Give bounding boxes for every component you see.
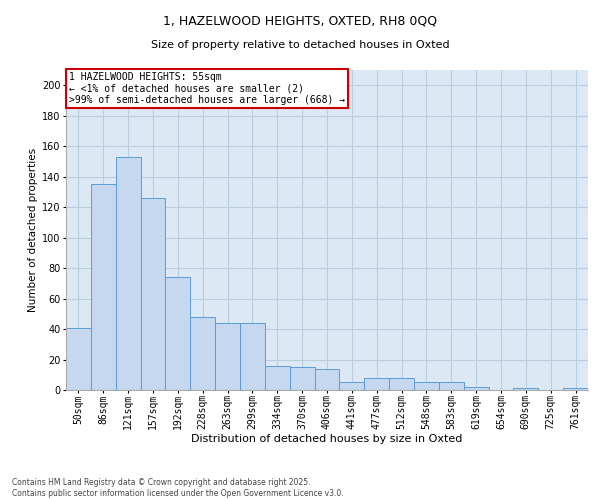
Bar bbox=[116, 157, 140, 390]
Bar bbox=[563, 388, 588, 390]
Bar bbox=[414, 382, 439, 390]
Bar bbox=[240, 323, 265, 390]
Bar bbox=[166, 277, 190, 390]
Y-axis label: Number of detached properties: Number of detached properties bbox=[28, 148, 38, 312]
Bar bbox=[66, 328, 91, 390]
Text: Size of property relative to detached houses in Oxted: Size of property relative to detached ho… bbox=[151, 40, 449, 50]
Text: Contains HM Land Registry data © Crown copyright and database right 2025.
Contai: Contains HM Land Registry data © Crown c… bbox=[12, 478, 344, 498]
Bar bbox=[190, 317, 215, 390]
Bar bbox=[140, 198, 166, 390]
Text: 1 HAZELWOOD HEIGHTS: 55sqm
← <1% of detached houses are smaller (2)
>99% of semi: 1 HAZELWOOD HEIGHTS: 55sqm ← <1% of deta… bbox=[68, 72, 345, 105]
Bar bbox=[464, 387, 488, 390]
Bar bbox=[215, 323, 240, 390]
Bar bbox=[340, 382, 364, 390]
Bar bbox=[439, 382, 464, 390]
Bar bbox=[514, 388, 538, 390]
Bar bbox=[290, 367, 314, 390]
Bar bbox=[389, 378, 414, 390]
Text: 1, HAZELWOOD HEIGHTS, OXTED, RH8 0QQ: 1, HAZELWOOD HEIGHTS, OXTED, RH8 0QQ bbox=[163, 15, 437, 28]
Bar bbox=[265, 366, 290, 390]
Bar bbox=[364, 378, 389, 390]
Bar bbox=[314, 368, 340, 390]
Bar bbox=[91, 184, 116, 390]
X-axis label: Distribution of detached houses by size in Oxted: Distribution of detached houses by size … bbox=[191, 434, 463, 444]
